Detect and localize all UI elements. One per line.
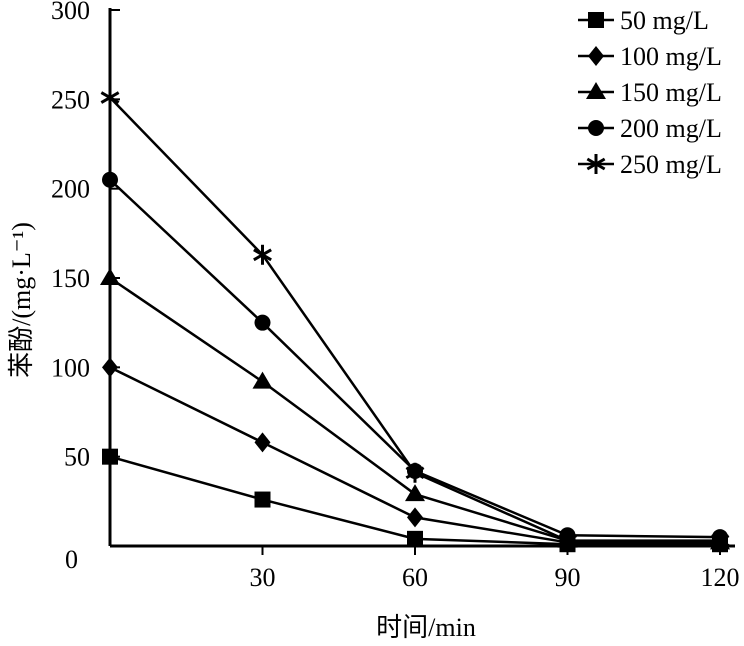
series-markers (100, 87, 730, 553)
marker-star (558, 530, 577, 551)
marker-triangle (100, 268, 120, 285)
legend-label: 200 mg/L (620, 114, 722, 143)
axes: 0 50 100 150 200 250 300 30 60 90 120 (51, 0, 740, 592)
marker-circle (588, 120, 604, 136)
marker-star (100, 87, 120, 108)
marker-triangle (586, 82, 606, 99)
x-tick-label: 90 (555, 563, 581, 592)
y-tick-label: 250 (51, 85, 90, 114)
legend-item: 200 mg/L (578, 114, 722, 143)
y-tick-label: 100 (51, 353, 90, 382)
marker-star-stroke (586, 157, 606, 171)
marker-diamond (254, 432, 271, 453)
marker-star-stroke (100, 91, 120, 104)
legend-label: 250 mg/L (620, 150, 722, 179)
legend-label: 100 mg/L (620, 42, 722, 71)
marker-circle (102, 171, 118, 188)
marker-circle (254, 314, 271, 331)
y-tick-label: 150 (51, 264, 90, 293)
marker-star (405, 462, 425, 483)
marker-diamond (102, 357, 118, 378)
marker-star-stroke (710, 534, 730, 547)
x-axis-label: 时间/min (376, 613, 476, 641)
marker-star-stroke (558, 534, 577, 547)
marker-square (588, 12, 604, 28)
legend-item: 250 mg/L (578, 150, 722, 179)
marker-star-stroke (253, 248, 272, 262)
x-tick-label: 120 (701, 563, 740, 592)
y-tick-label: 200 (51, 175, 90, 204)
x-tick-label: 30 (250, 563, 276, 592)
y-tick-label: 0 (65, 545, 78, 574)
marker-diamond (407, 507, 423, 528)
marker-star (253, 244, 272, 265)
marker-square (254, 491, 271, 508)
legend-item: 150 mg/L (578, 78, 722, 107)
marker-square (407, 530, 423, 547)
marker-star-stroke (405, 466, 425, 480)
series-line (109, 276, 721, 544)
legend-label: 50 mg/L (620, 6, 709, 35)
legend-item: 100 mg/L (578, 42, 722, 71)
marker-square (102, 448, 118, 465)
marker-star (710, 530, 730, 551)
marker-diamond (588, 46, 604, 66)
legend: 50 mg/L 100 mg/L 150 mg/L 200 mg/L 250 mg/L (578, 6, 722, 179)
y-axis-label: 苯酚/(mg·L⁻¹) (7, 222, 36, 378)
legend-label: 150 mg/L (620, 78, 722, 107)
legend-item: 50 mg/L (578, 6, 709, 35)
y-tick-label: 300 (51, 0, 90, 25)
marker-star (586, 154, 606, 174)
y-tick-label: 50 (64, 443, 90, 472)
x-tick-label: 60 (402, 563, 428, 592)
marker-triangle (252, 371, 273, 389)
marker-triangle (405, 484, 425, 502)
